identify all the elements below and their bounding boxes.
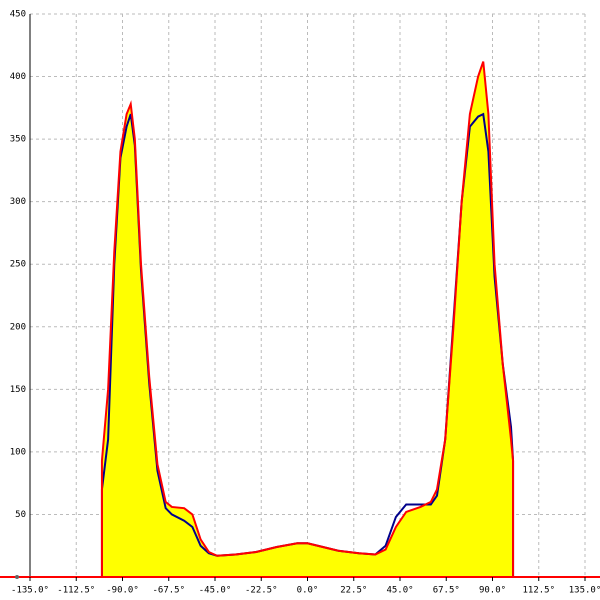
x-tick-label: 112.5° xyxy=(522,586,555,596)
x-tick-label: 135.0° xyxy=(569,586,600,596)
y-tick-label: 200 xyxy=(10,322,26,332)
series-line xyxy=(100,61,515,577)
y-tick-label: 100 xyxy=(10,447,26,457)
x-tick-label: -45.0° xyxy=(199,586,232,596)
x-tick-label: 90.0° xyxy=(479,586,506,596)
y-tick-label: 150 xyxy=(10,385,26,395)
x-tick-label: -90.0° xyxy=(106,586,139,596)
x-tick-label: 22.5° xyxy=(340,586,367,596)
y-tick-label: 50 xyxy=(15,510,26,520)
x-tick-label: 45.0° xyxy=(386,586,413,596)
origin-dot xyxy=(15,575,19,579)
x-tick-label: 0.0° xyxy=(297,586,319,596)
labels: 50 100 150 200 250 300 350 400 450 -135.0° -112.5°… xyxy=(10,10,600,596)
y-tick-label: 300 xyxy=(10,197,26,207)
x-tick-label: -22.5° xyxy=(245,586,278,596)
x-tick-label: -67.5° xyxy=(152,586,185,596)
y-tick-label: 400 xyxy=(10,72,26,82)
y-tick-label: 250 xyxy=(10,260,26,270)
plot xyxy=(100,61,515,578)
area-fill xyxy=(101,61,514,578)
x-tick-label: -135.0° xyxy=(11,586,49,596)
x-tick-label: 67.5° xyxy=(433,586,460,596)
y-tick-label: 450 xyxy=(10,10,26,20)
x-tick-label: -112.5° xyxy=(57,586,95,596)
y-tick-label: 350 xyxy=(10,135,26,145)
